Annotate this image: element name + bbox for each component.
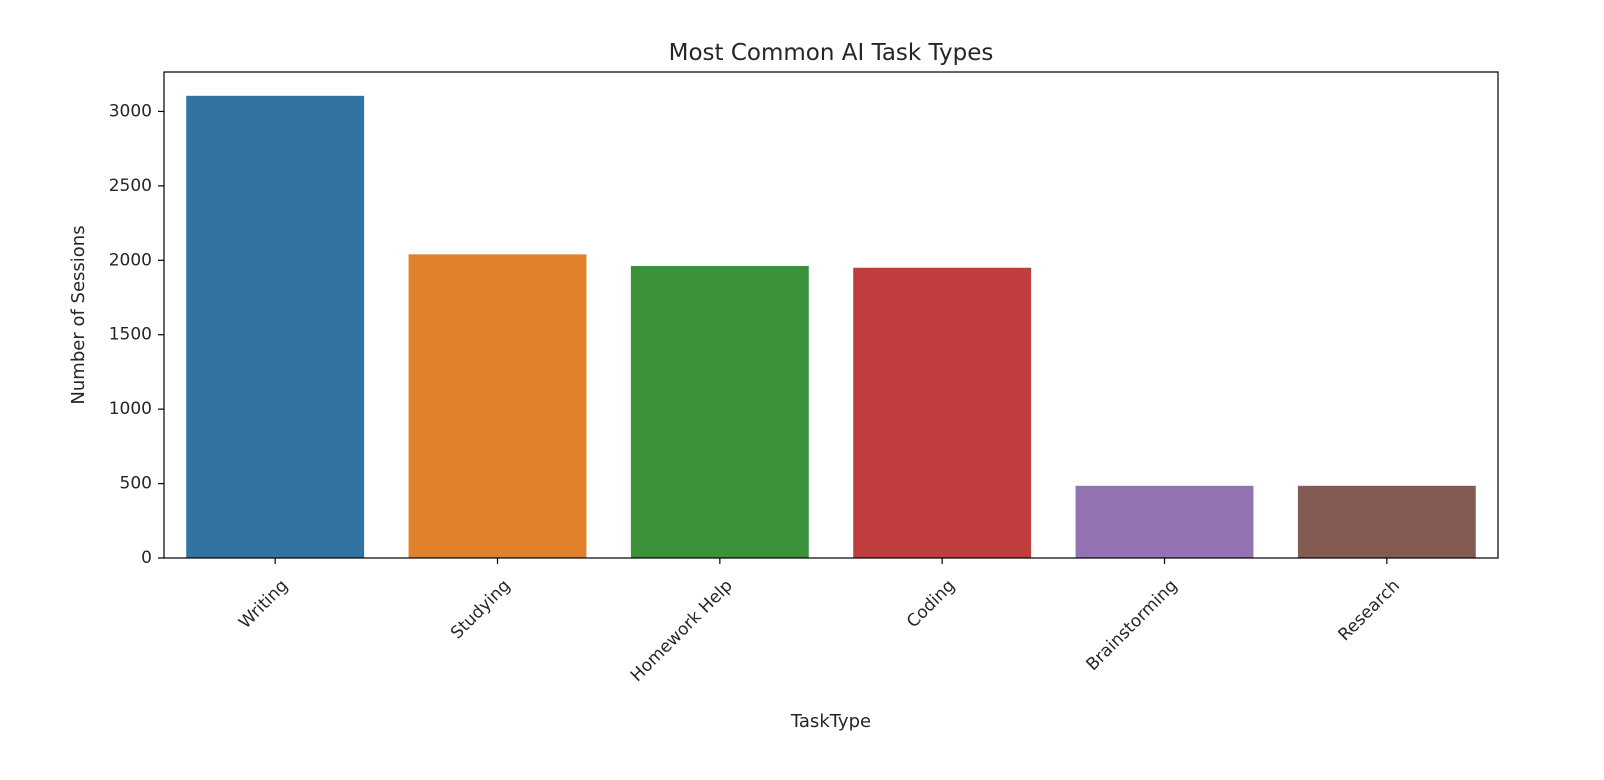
y-tick-label: 1000 — [109, 399, 152, 419]
y-tick-label: 500 — [120, 474, 152, 494]
x-tick-label: Writing — [235, 576, 292, 633]
bar-studying — [408, 254, 587, 559]
y-tick-label: 2000 — [109, 250, 152, 270]
y-tick-label: 3000 — [109, 101, 152, 121]
y-axis: 0 500 1000 1500 2000 2500 3000 — [109, 101, 164, 568]
bar-research — [1297, 485, 1476, 558]
bar-coding — [853, 267, 1032, 558]
bars-layer — [186, 95, 1476, 559]
x-tick-label: Brainstorming — [1083, 576, 1182, 675]
x-axis-label: TaskType — [790, 711, 871, 732]
bar-homework-help — [630, 265, 809, 558]
plot-frame — [163, 71, 1499, 559]
x-tick-label: Homework Help — [627, 576, 737, 686]
x-tick-label: Coding — [903, 576, 959, 632]
y-tick-label: 1500 — [109, 325, 152, 345]
x-axis: Writing Studying Homework Help Coding Brains… — [235, 558, 1404, 686]
y-tick-label: 0 — [141, 548, 152, 568]
y-tick-label: 2500 — [109, 176, 152, 196]
bar-brainstorming — [1075, 485, 1254, 558]
y-axis-label: Number of Sessions — [68, 225, 89, 404]
chart-title: Most Common AI Task Types — [669, 40, 994, 66]
bar-writing — [186, 95, 365, 559]
x-tick-label: Research — [1335, 576, 1404, 645]
x-tick-label: Studying — [447, 576, 514, 643]
